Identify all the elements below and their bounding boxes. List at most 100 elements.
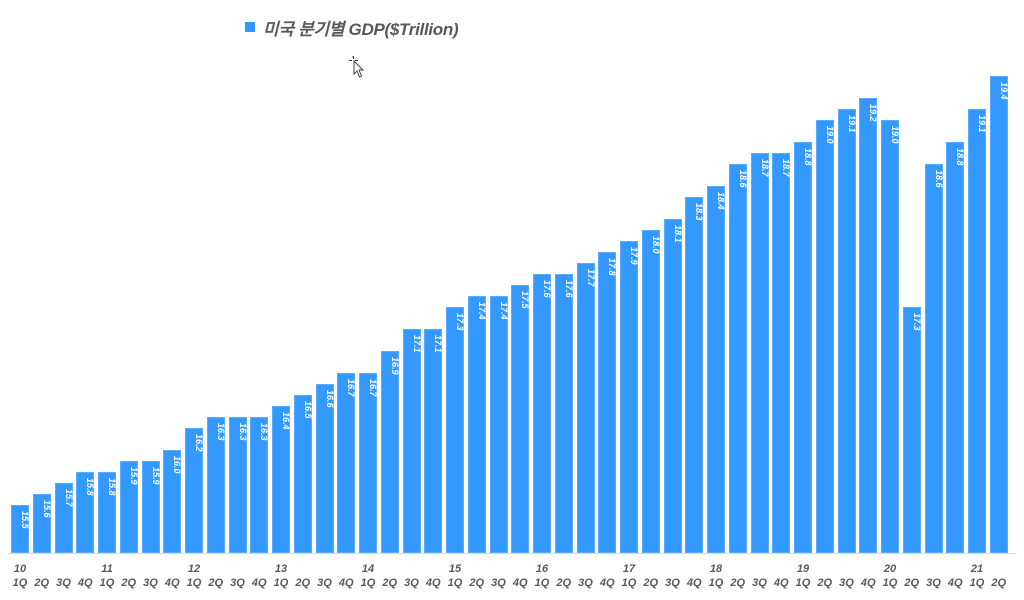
bar-value-label: 17.1 [411,334,422,353]
x-tick-quarter-label: 1Q [273,577,289,589]
bar-value-label: 15.9 [128,466,139,485]
bar: 17.9 [620,240,639,553]
bar: 18.8 [794,141,813,553]
bar-value-label: 16.4 [281,411,291,430]
bar: 19.1 [837,108,857,553]
x-tick-quarter-label: 4Q [512,577,528,589]
x-tick-quarter-label: 1Q [12,577,28,589]
bar: 15.8 [98,471,117,553]
x-tick-quarter-label: 1Q [621,577,637,589]
x-tick-quarter-label: 2Q [469,577,485,589]
bar-value-label: 19.0 [824,125,835,144]
bar-value-label: 17.3 [911,312,922,331]
x-tick-quarter-label: 2Q [991,577,1007,589]
bar: 16.3 [228,416,248,553]
x-tick-year-label: 16 [535,563,549,575]
x-tick-year-label: 17 [622,563,636,575]
bar-value-label: 19.2 [868,103,879,122]
bar-value-label: 18.8 [803,147,813,166]
bar: 17.4 [467,295,487,553]
bar-value-label: 16.5 [302,400,313,419]
bar-value-label: 17.3 [455,312,465,331]
bar: 16.5 [293,394,313,553]
bar: 19.0 [815,119,835,553]
x-tick-quarter-label: 1Q [708,577,724,589]
x-tick-quarter-label: 3Q [143,577,158,589]
x-tick-year-label: 15 [448,563,462,575]
x-tick-quarter-label: 1Q [186,577,202,589]
x-tick-quarter-label: 1Q [99,577,115,589]
x-tick-quarter-label: 3Q [665,577,680,589]
x-tick-quarter-label: 3Q [926,577,941,589]
bar: 16.7 [337,372,357,553]
bar-value-label: 17.4 [476,301,487,320]
x-tick-quarter-label: 2Q [208,577,224,589]
x-tick-quarter-label: 4Q [947,577,963,589]
bar: 18.6 [924,163,944,553]
x-tick-quarter-label: 2Q [643,577,659,589]
bar: 18.3 [685,196,705,553]
bar: 17.5 [511,284,531,553]
bar: 17.1 [402,328,422,553]
x-tick-quarter-label: 2Q [817,577,833,589]
x-tick-quarter-label: 2Q [121,577,137,589]
x-tick-year-label: 21 [970,563,984,575]
x-tick-quarter-label: 1Q [969,577,985,589]
bar-value-label: 18.6 [737,169,748,188]
bar-value-label: 17.9 [629,246,639,265]
bar: 18.0 [641,229,661,553]
bar-value-label: 17.5 [520,290,531,309]
bar: 16.7 [359,372,378,553]
bar-value-label: 16.6 [324,389,335,408]
bar: 18.1 [663,218,683,553]
x-tick-quarter-label: 2Q [556,577,572,589]
bar-value-label: 16.3 [259,422,270,441]
bar-value-label: 15.9 [150,466,161,485]
bar-value-label: 18.3 [694,202,705,221]
bar-value-label: 16.2 [194,433,204,452]
bar: 16.2 [185,427,204,553]
x-tick-quarter-label: 4Q [164,577,180,589]
x-tick-quarter-label: 4Q [686,577,702,589]
x-tick-quarter-label: 4Q [77,577,93,589]
x-tick-year-label: 10 [13,563,27,575]
bar-value-label: 17.6 [563,279,574,298]
bar-value-label: 16.7 [346,378,357,397]
bar-value-label: 18.4 [716,191,726,210]
bar: 17.3 [446,306,465,553]
x-tick-quarter-label: 4Q [251,577,267,589]
bar: 16.6 [315,383,335,553]
bar: 16.3 [206,416,226,553]
bar: 15.6 [32,493,52,553]
bar-value-label: 18.8 [955,147,966,166]
bar-value-label: 15.5 [20,510,30,529]
bar-value-label: 19.0 [890,125,900,144]
bar: 19.1 [968,108,987,553]
x-tick-quarter-label: 3Q [839,577,854,589]
bar-value-label: 17.1 [433,334,444,353]
x-tick-quarter-label: 4Q [860,577,876,589]
x-tick-quarter-label: 4Q [773,577,789,589]
x-tick-quarter-label: 3Q [491,577,506,589]
bar-value-label: 18.0 [650,235,661,254]
bar: 15.9 [141,460,161,553]
bar: 17.6 [533,273,552,553]
chart-legend: 미국 분기별 GDP($Trillion) [245,15,459,39]
x-tick-quarter-label: 3Q [752,577,767,589]
x-tick-quarter-label: 1Q [447,577,463,589]
x-tick-quarter-label: 3Q [317,577,332,589]
x-tick-quarter-label: 1Q [882,577,898,589]
x-tick-year-label: 11 [101,563,113,575]
x-tick-year-label: 13 [274,563,288,575]
bar-value-label: 15.8 [107,477,117,496]
bar-value-label: 16.7 [368,378,378,397]
bar-value-label: 19.1 [977,114,987,133]
bar-value-label: 19.1 [846,114,857,133]
bar: 18.4 [707,185,726,553]
bar: 17.3 [902,306,922,553]
bar-value-label: 19.4 [998,82,1009,100]
x-tick-year-label: 12 [187,563,201,575]
x-tick-quarter-label: 2Q [295,577,311,589]
bar-value-label: 16.0 [172,455,183,474]
bar: 17.4 [489,295,509,553]
